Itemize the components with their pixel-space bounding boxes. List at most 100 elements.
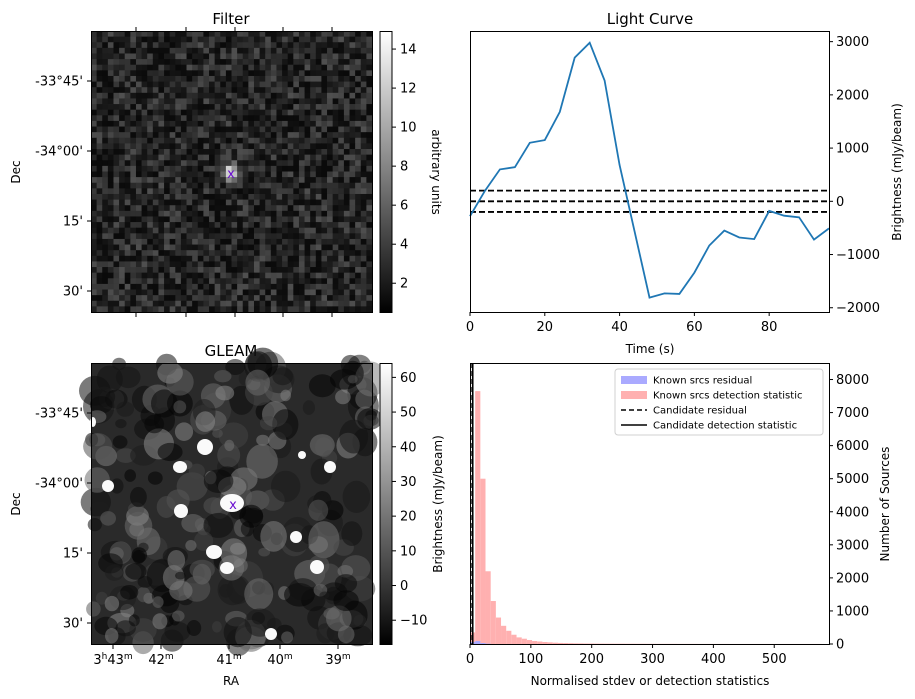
y-tick-label: 15': [63, 215, 83, 230]
y-tick-label: -34°00': [35, 145, 83, 160]
histogram-y-tick-label: 1000: [836, 604, 869, 619]
histogram-bar: [537, 641, 543, 644]
histogram-bar: [568, 643, 574, 644]
histogram-bar: [547, 642, 553, 644]
histogram-x-tick-label: 500: [762, 652, 787, 667]
histogram-bar: [516, 637, 522, 644]
filter-title: Filter: [212, 10, 250, 28]
x-tick-label: 42m: [148, 652, 173, 668]
y-tick-label: 15': [63, 547, 83, 562]
filter-colorbar: 2 4 6 8 10 12 14: [379, 31, 417, 313]
histogram-bar: [485, 571, 491, 644]
light-curve-x-tick-label: 20: [537, 320, 554, 335]
y-tick-label: 30': [63, 285, 83, 300]
filter-frame: [91, 31, 373, 313]
legend-swatch: [621, 391, 647, 399]
gleam-source-blob: [220, 562, 234, 574]
light-curve-y-tick-label: 0: [836, 195, 844, 210]
light-curve-y-tick-label: −2000: [836, 301, 880, 316]
gleam-source-marker: x: [229, 498, 237, 513]
gleam-source-blob: [324, 461, 336, 473]
histogram-bar: [521, 638, 527, 644]
colorbar-tick-label: 0: [400, 579, 408, 594]
histogram-bar: [542, 642, 548, 644]
gleam-source-blob: [265, 628, 277, 640]
histogram-bar: [480, 643, 486, 644]
gleam-image: [79, 347, 387, 656]
light-curve-series-line: [469, 41, 830, 299]
gleam-xlabel: RA: [223, 674, 240, 688]
x-tick-label: 40m: [267, 652, 292, 668]
histogram-bar: [526, 640, 533, 644]
filter-colorbar-label: arbitrary units: [429, 129, 443, 215]
gleam-source-blob: [102, 480, 114, 492]
histogram-y-tick-label: 3000: [836, 538, 869, 553]
colorbar-tick-label: 30: [400, 475, 417, 490]
gleam-source-blob: [290, 531, 302, 543]
histogram-bar: [475, 391, 481, 644]
filter-panel: Filter -33°45' -34°00' 15' 30' Dec x 2 4 6 8 10…: [9, 10, 443, 317]
colorbar-tick-label: 50: [400, 406, 417, 421]
light-curve-x-tick-label: 40: [611, 320, 628, 335]
light-curve-title: Light Curve: [607, 10, 693, 28]
y-tick-label: 30': [63, 617, 83, 632]
histogram-y-tick-label: 5000: [836, 472, 869, 487]
light-curve-frame: [470, 31, 830, 313]
histogram-bar: [552, 642, 558, 644]
histogram-y-tick-label: 2000: [836, 571, 869, 586]
histogram-bar: [501, 625, 507, 644]
colorbar-tick-label: 4: [400, 238, 408, 253]
histogram-bar: [578, 643, 584, 644]
histogram-bar: [563, 643, 569, 644]
histogram-bar: [583, 643, 589, 644]
histogram-y-tick-label: 8000: [836, 373, 869, 388]
colorbar-tick-label: 20: [400, 510, 417, 525]
colorbar-tick-label: 6: [400, 199, 408, 214]
histogram-bar: [475, 641, 481, 644]
light-curve-ylabel: Brightness (mJy/beam): [890, 103, 904, 241]
legend-swatch: [621, 376, 647, 384]
histogram-x-tick-label: 300: [640, 652, 665, 667]
filter-ylabel: Dec: [9, 160, 23, 183]
x-tick-label: 39m: [325, 652, 350, 668]
histogram-bar: [557, 642, 564, 644]
gleam-source-blob: [197, 439, 213, 455]
histogram-bar: [532, 641, 538, 644]
colorbar-gradient: [379, 31, 393, 313]
filter-yticks: -33°45' -34°00' 15' 30': [35, 75, 91, 300]
histogram-bar: [573, 643, 579, 644]
histogram-bar: [511, 634, 517, 644]
x-tick-label: 3h43m: [93, 652, 132, 668]
colorbar-tick-label: 40: [400, 440, 417, 455]
light-curve-x-tick-label: 80: [761, 320, 778, 335]
light-curve-y-tick-label: 3000: [836, 35, 869, 50]
gleam-xticks: 3h43m 42m 41m 40m 39m: [93, 645, 351, 668]
histogram-bar: [490, 601, 496, 644]
gleam-source-blob: [206, 545, 222, 559]
histogram-xlabel: Normalised stdev or detection statistics: [531, 674, 770, 688]
gleam-source-blob: [310, 560, 324, 574]
gleam-source-blob: [298, 451, 306, 459]
histogram-x-tick-label: 100: [518, 652, 543, 667]
gleam-yticks: -33°45' -34°00' 15' 30': [35, 407, 91, 632]
light-curve-x-tick-label: 0: [466, 320, 474, 335]
histogram-y-tick-label: 0: [836, 638, 844, 653]
colorbar-tick-label: 8: [400, 160, 408, 175]
filter-source-marker: x: [227, 167, 235, 182]
colorbar-tick-label: 60: [400, 371, 417, 386]
colorbar-gradient: [379, 363, 393, 645]
filter-xticks: [135, 27, 333, 317]
histogram-panel: 0 100 200 300 400 500010002000300040005000600…: [466, 363, 892, 688]
legend-label: Known srcs detection statistic: [653, 391, 802, 402]
histogram-legend: Known srcs residual Known srcs detection …: [614, 368, 824, 436]
gleam-title: GLEAM: [205, 342, 258, 360]
histogram-bar: [495, 617, 502, 644]
x-tick-label: 41m: [216, 652, 241, 668]
histogram-y-tick-label: 7000: [836, 406, 869, 421]
filter-image: [91, 31, 373, 313]
light-curve-y-tick-label: −1000: [836, 248, 880, 263]
gleam-source-blob: [173, 461, 187, 473]
light-curve-x-tick-label: 60: [686, 320, 703, 335]
light-curve-y-tick-label: 1000: [836, 142, 869, 157]
histogram-bar: [506, 630, 512, 644]
